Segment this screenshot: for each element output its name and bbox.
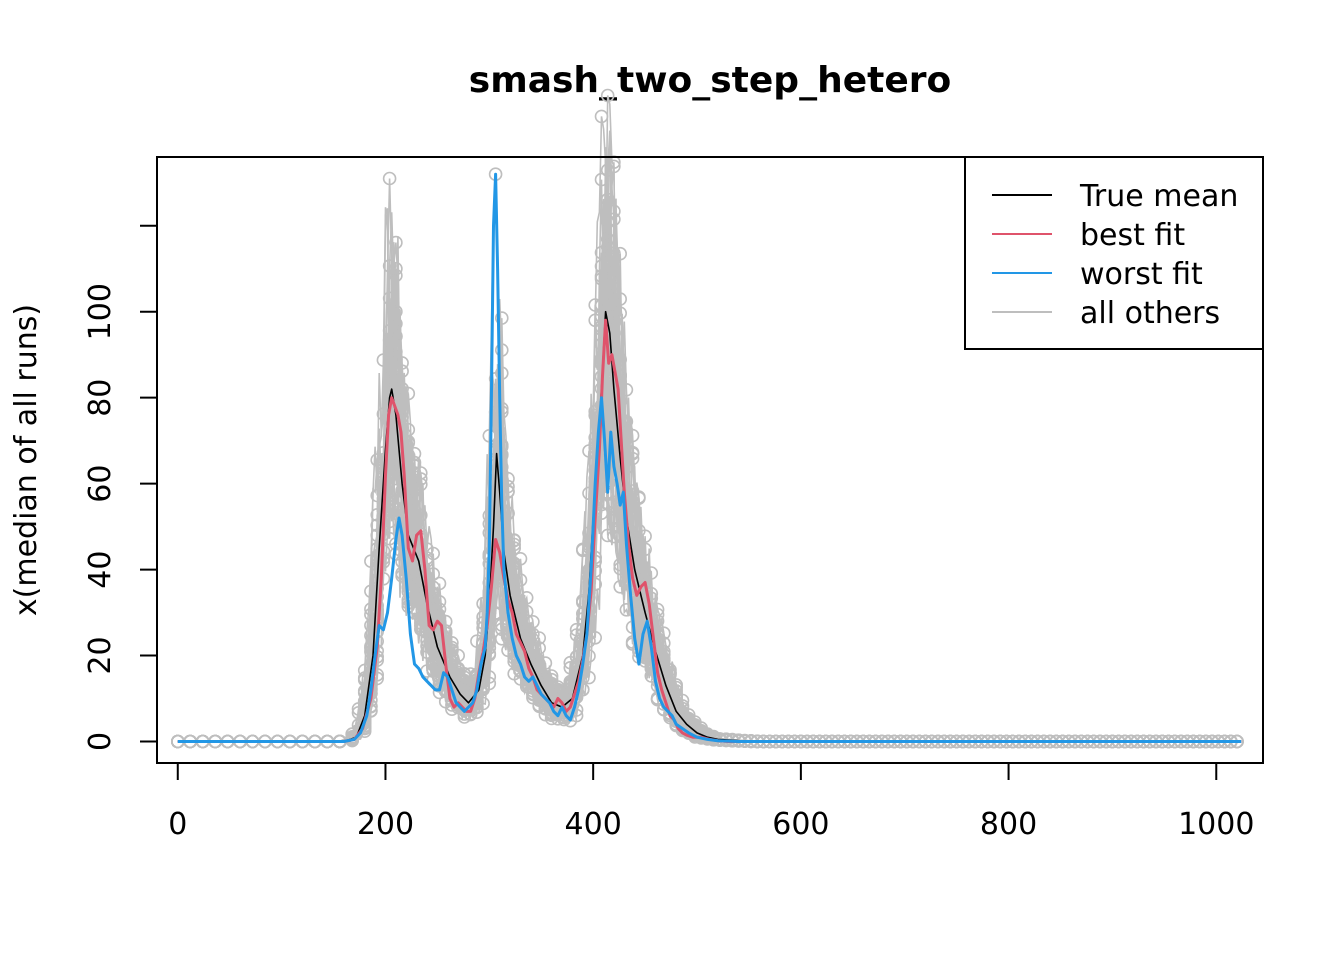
other-run-point	[420, 645, 434, 660]
other-run-point	[382, 171, 397, 186]
other-run-point	[345, 732, 360, 746]
other-run-point	[494, 405, 509, 419]
other-run-line	[177, 300, 1242, 743]
other-run-point	[625, 635, 640, 649]
other-run-point	[607, 246, 621, 260]
other-run-point	[389, 329, 403, 343]
other-run-point	[401, 572, 416, 587]
x-tick-label: 1000	[1178, 807, 1254, 842]
y-tick-label: 20	[83, 636, 118, 674]
true-mean-line	[177, 310, 1242, 743]
chart-title: smash_two_step_hetero	[469, 60, 951, 101]
other-run-line	[177, 404, 1242, 743]
legend-label-best-fit: best fit	[1080, 218, 1185, 253]
other-run-point	[526, 627, 540, 642]
other-run-line	[177, 326, 1242, 743]
y-tick-label: 100	[83, 283, 118, 340]
other-run-point	[507, 537, 522, 552]
other-run-point	[656, 647, 671, 662]
other-run-point	[513, 551, 528, 566]
legend-label-worst-fit: worst fit	[1080, 257, 1203, 292]
other-run-point	[613, 579, 628, 594]
other-run-point	[382, 259, 397, 273]
other-run-point	[625, 451, 640, 466]
x-tick-label: 600	[772, 807, 829, 842]
legend-label-true-mean: True mean	[1079, 179, 1238, 214]
other-run-point	[445, 643, 459, 658]
other-run-point	[532, 641, 547, 655]
other-run-point	[382, 428, 397, 443]
other-run-point	[538, 669, 553, 684]
x-tick-label: 800	[980, 807, 1037, 842]
legend: True mean best fit worst fit all others	[964, 156, 1264, 350]
best-fit-line	[177, 318, 1242, 743]
other-run-point	[632, 491, 646, 506]
y-tick-label: 40	[83, 551, 118, 589]
other-run-point	[451, 661, 466, 676]
other-run-point	[426, 664, 441, 679]
other-run-point	[600, 293, 615, 307]
x-axis: 0 200 400 600 800 1000	[168, 762, 1254, 842]
y-tick-label: 80	[83, 379, 118, 417]
other-run-line	[177, 313, 1242, 743]
other-run-point	[395, 390, 409, 405]
x-tick-label: 400	[565, 807, 622, 842]
other-run-point	[569, 622, 584, 637]
other-run-line	[177, 426, 1242, 743]
other-run-point	[632, 557, 646, 571]
other-run-point	[507, 585, 522, 600]
other-run-point	[420, 542, 434, 556]
other-run-point	[420, 551, 434, 565]
y-tick-label: 60	[83, 465, 118, 503]
other-run-point	[413, 618, 428, 633]
other-run-point	[513, 573, 528, 587]
other-run-point	[632, 523, 646, 538]
other-run-point	[613, 306, 628, 321]
other-run-point	[644, 591, 659, 606]
other-run-point	[494, 311, 509, 325]
other-run-point	[588, 298, 603, 312]
other-run-point	[376, 445, 391, 460]
other-run-line	[177, 335, 1242, 743]
y-axis: 0 20 40 60 80 100	[83, 224, 158, 751]
other-run-point	[438, 630, 453, 645]
x-tick-label: 200	[357, 807, 414, 842]
other-run-point	[482, 670, 497, 684]
y-axis-label: x(median of all runs)	[9, 304, 44, 616]
other-run-point	[488, 371, 503, 386]
other-run-point	[401, 422, 416, 437]
worst-fit-line	[177, 172, 1242, 743]
legend-box	[964, 156, 1264, 350]
other-run-line	[177, 389, 1242, 743]
other-run-point	[588, 564, 603, 578]
other-run-point	[544, 672, 559, 687]
other-run-line	[177, 289, 1242, 743]
other-run-point	[526, 690, 540, 705]
other-run-point	[407, 455, 422, 470]
other-run-point	[663, 668, 677, 682]
other-run-line	[177, 334, 1242, 743]
other-run-point	[432, 594, 447, 609]
legend-label-all-others: all others	[1080, 296, 1220, 331]
other-run-line	[177, 358, 1242, 743]
other-run-point	[613, 475, 628, 490]
other-run-line	[177, 296, 1242, 743]
other-run-point	[426, 656, 441, 671]
other-run-point	[513, 597, 528, 611]
other-run-point	[607, 511, 621, 526]
x-tick-label: 0	[168, 807, 187, 842]
series-lines	[177, 172, 1242, 743]
y-tick-label: 0	[83, 732, 118, 751]
other-run-point	[600, 88, 615, 103]
other-run-point	[519, 627, 534, 641]
other-run-point	[600, 163, 615, 177]
